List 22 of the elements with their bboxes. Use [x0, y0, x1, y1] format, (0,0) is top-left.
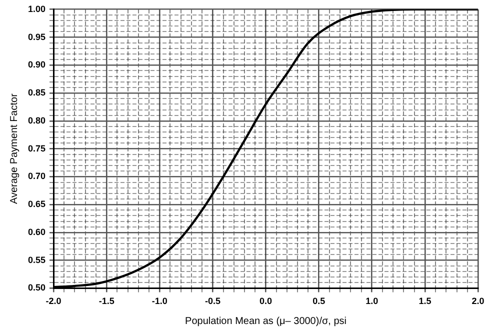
x-tick-label: -2.0 — [46, 296, 62, 306]
x-tick-label: 1.0 — [366, 296, 378, 306]
x-tick-label: 2.0 — [472, 296, 484, 306]
y-axis-title: Average Payment Factor — [8, 92, 20, 204]
y-tick-label: 0.85 — [28, 88, 46, 98]
x-tick-label: 1.5 — [418, 296, 432, 306]
x-tick-label: 0.0 — [260, 296, 272, 306]
y-tick-label: 0.55 — [28, 254, 46, 265]
y-tick-label: 0.80 — [28, 115, 46, 126]
y-tick-label: 1.00 — [28, 4, 46, 14]
x-axis-title: Population Mean as (μ– 3000)/σ, psi — [185, 316, 346, 327]
y-tick-label: 0.65 — [28, 199, 46, 210]
y-tick-label: 0.90 — [28, 60, 46, 70]
x-tick-label: -0.5 — [204, 296, 220, 306]
y-tick-label: 0.95 — [28, 32, 46, 42]
x-tick-label: 0.5 — [312, 296, 326, 306]
x-tick-label: -1.5 — [98, 296, 114, 306]
y-tick-label: 0.50 — [28, 282, 46, 293]
x-tick-label: -1.0 — [152, 296, 168, 306]
y-tick-label: 0.70 — [28, 171, 46, 182]
y-tick-label: 0.60 — [28, 226, 46, 237]
y-tick-label: 0.75 — [28, 143, 46, 154]
